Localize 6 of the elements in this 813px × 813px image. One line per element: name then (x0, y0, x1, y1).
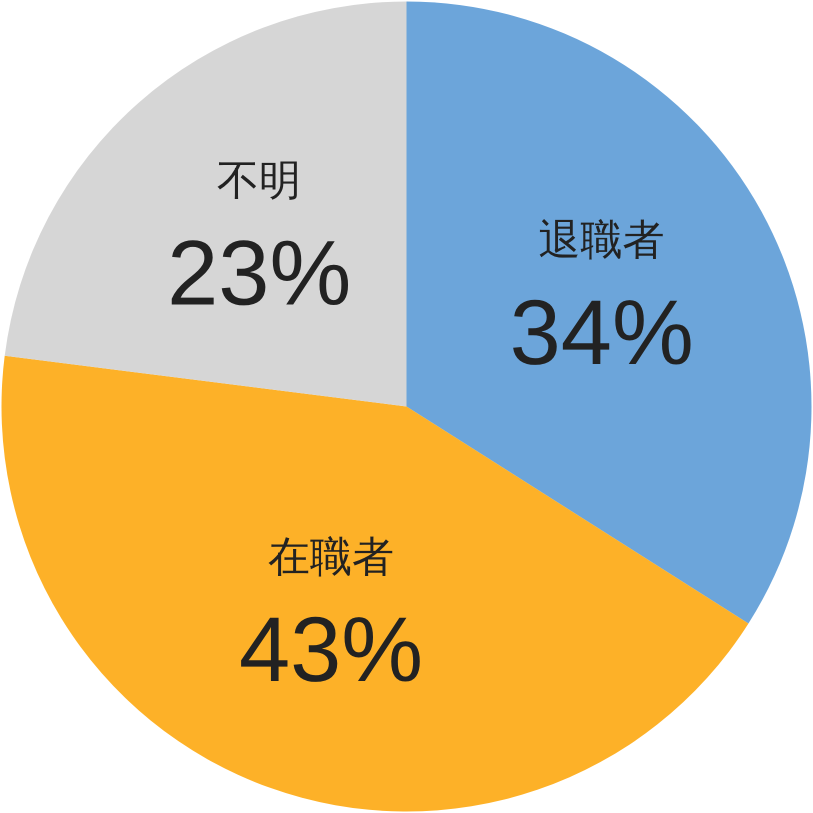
data-label: 34% (510, 282, 694, 384)
slice-label: 不明 (217, 156, 302, 204)
slice-label: 在職者 (268, 533, 394, 580)
data-label: 43% (238, 599, 424, 702)
data-label: 23% (167, 222, 352, 324)
slice-label: 退職者 (538, 216, 665, 264)
